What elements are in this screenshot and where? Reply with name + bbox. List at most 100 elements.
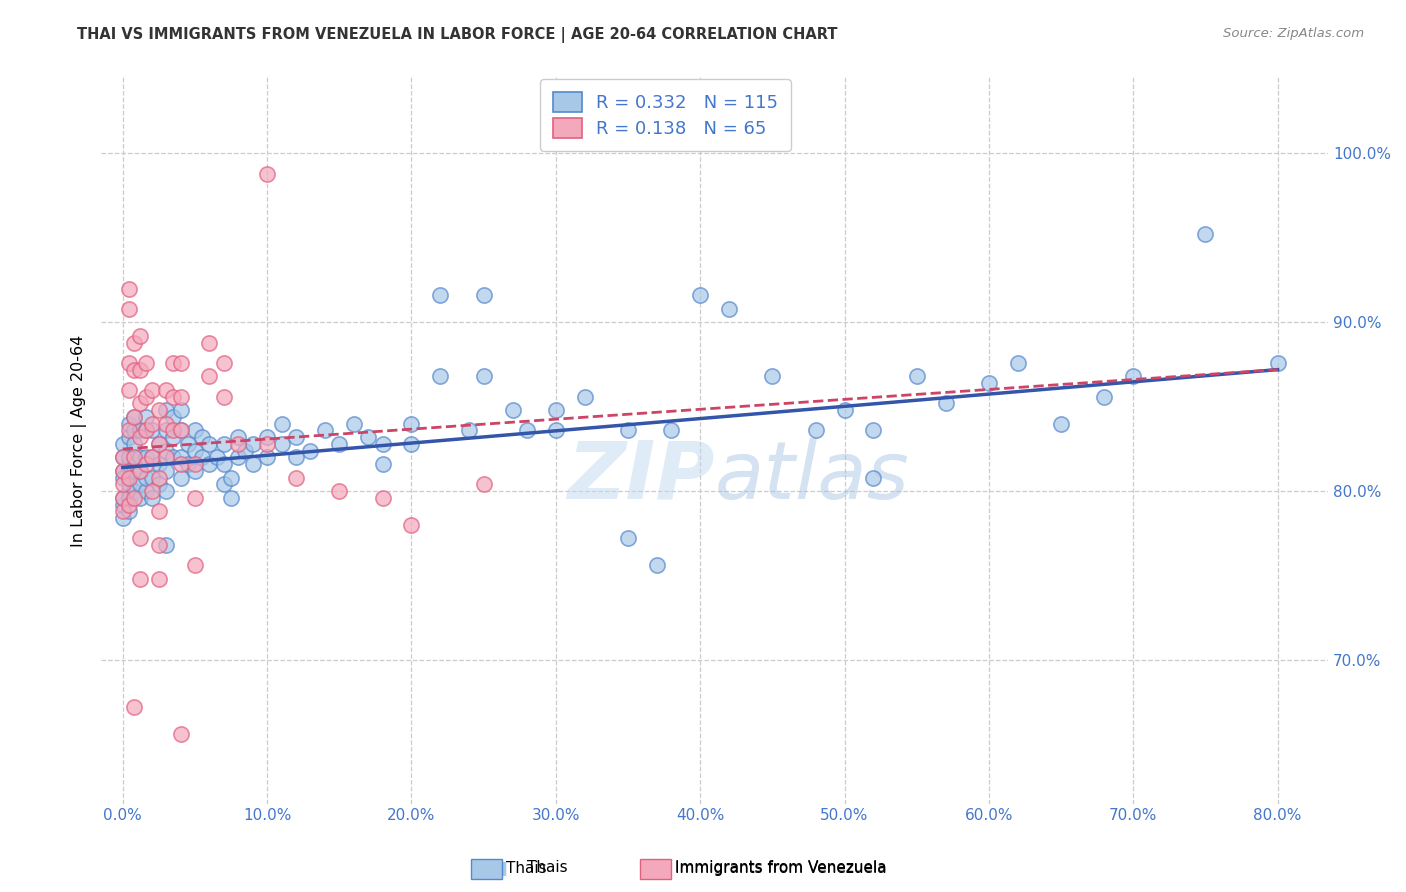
Point: [141, 417, 163, 431]
Point: [135, 471, 157, 485]
Point: [117, 430, 139, 444]
Point: [162, 356, 184, 370]
Point: [1050, 417, 1073, 431]
Point: [184, 443, 207, 458]
Point: [184, 491, 207, 505]
Point: [148, 457, 170, 471]
Point: [117, 491, 139, 505]
Point: [544, 403, 567, 417]
Point: [256, 437, 278, 451]
Point: [135, 457, 157, 471]
Point: [117, 383, 139, 397]
Text: Source: ZipAtlas.com: Source: ZipAtlas.com: [1223, 27, 1364, 40]
Point: [129, 396, 152, 410]
Point: [129, 328, 152, 343]
Point: [198, 457, 221, 471]
Y-axis label: In Labor Force | Age 20-64: In Labor Force | Age 20-64: [72, 334, 87, 547]
Text: ZIP: ZIP: [567, 438, 714, 516]
Point: [155, 403, 177, 417]
Point: [155, 417, 177, 431]
Point: [212, 390, 235, 404]
Point: [117, 498, 139, 512]
Point: [429, 288, 451, 302]
Point: [905, 369, 928, 384]
Point: [184, 558, 207, 573]
Point: [117, 417, 139, 431]
Point: [141, 484, 163, 499]
Point: [141, 491, 163, 505]
Point: [135, 356, 157, 370]
Point: [242, 437, 264, 451]
Point: [212, 356, 235, 370]
Point: [111, 498, 134, 512]
Point: [117, 484, 139, 499]
Point: [155, 464, 177, 478]
Point: [129, 572, 152, 586]
Point: [124, 424, 146, 438]
Point: [270, 417, 292, 431]
Point: [256, 430, 278, 444]
Point: [111, 450, 134, 465]
Point: [371, 491, 394, 505]
Text: Thais: Thais: [506, 862, 547, 876]
Point: [124, 484, 146, 499]
Point: [111, 511, 134, 525]
Point: [401, 417, 423, 431]
Point: [141, 450, 163, 465]
Point: [544, 424, 567, 438]
Point: [328, 437, 350, 451]
Point: [148, 572, 170, 586]
Point: [141, 424, 163, 438]
Point: [135, 424, 157, 438]
Point: [169, 457, 191, 471]
Point: [198, 335, 221, 350]
Point: [343, 417, 366, 431]
Text: Immigrants from Venezuela: Immigrants from Venezuela: [675, 860, 887, 874]
Point: [184, 424, 207, 438]
Point: [1267, 356, 1289, 370]
Point: [169, 356, 191, 370]
Point: [155, 450, 177, 465]
Point: [155, 383, 177, 397]
Point: [169, 471, 191, 485]
Point: [935, 396, 957, 410]
Point: [516, 424, 538, 438]
Point: [124, 464, 146, 478]
Text: THAI VS IMMIGRANTS FROM VENEZUELA IN LABOR FORCE | AGE 20-64 CORRELATION CHART: THAI VS IMMIGRANTS FROM VENEZUELA IN LAB…: [77, 27, 838, 43]
Point: [111, 477, 134, 491]
Point: [111, 464, 134, 478]
Point: [226, 430, 249, 444]
Point: [1122, 369, 1144, 384]
Point: [235, 443, 257, 458]
Point: [129, 477, 152, 491]
Point: [117, 301, 139, 316]
Point: [117, 356, 139, 370]
Point: [129, 491, 152, 505]
Point: [285, 471, 308, 485]
Point: [256, 167, 278, 181]
Point: [502, 403, 524, 417]
Point: [617, 424, 640, 438]
Point: [285, 430, 308, 444]
Point: [162, 409, 184, 424]
Point: [162, 424, 184, 438]
Point: [111, 471, 134, 485]
Point: [1007, 356, 1029, 370]
Point: [129, 430, 152, 444]
Point: [135, 409, 157, 424]
Point: [124, 362, 146, 376]
Point: [124, 409, 146, 424]
Point: [804, 424, 827, 438]
Point: [617, 532, 640, 546]
Point: [977, 376, 1000, 390]
Point: [148, 403, 170, 417]
Point: [1092, 390, 1115, 404]
Point: [111, 491, 134, 505]
Point: [155, 538, 177, 552]
Point: [834, 403, 856, 417]
Point: [111, 450, 134, 465]
Point: [191, 450, 214, 465]
Point: [129, 362, 152, 376]
Point: [117, 424, 139, 438]
Point: [328, 484, 350, 499]
